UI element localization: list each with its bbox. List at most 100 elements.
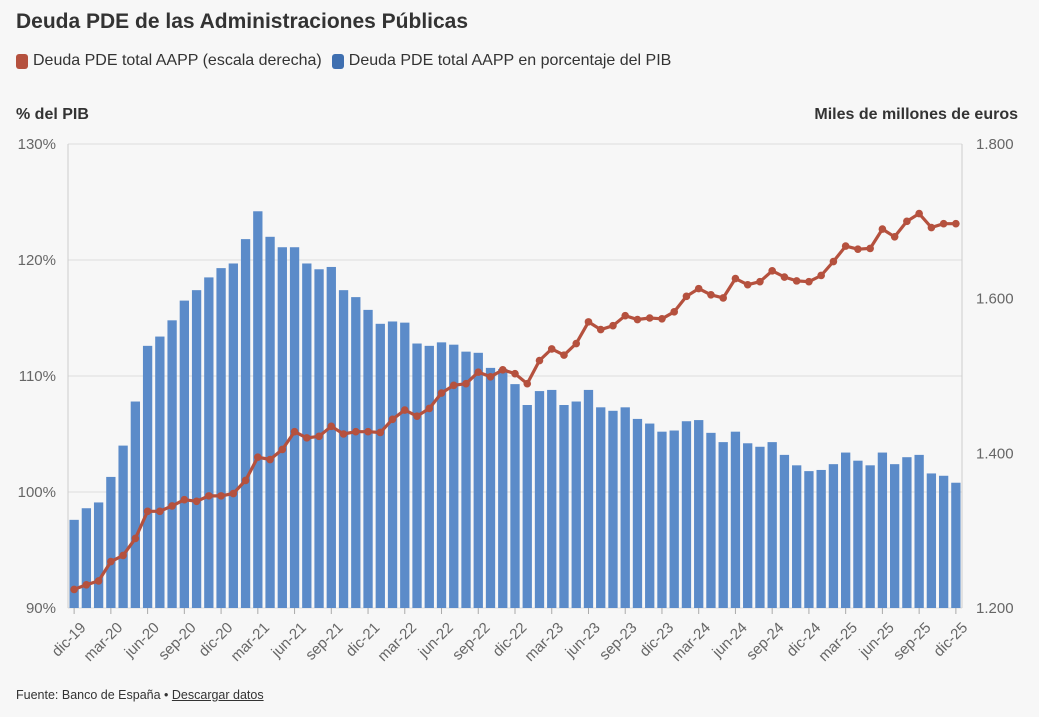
bar [926,473,937,608]
line-point [572,339,581,348]
x-tick-label: mar-23 [521,619,567,665]
bar [461,351,471,608]
y-right-tick-label: 1.800 [976,136,1014,153]
bar [338,290,349,608]
line-point [670,308,679,316]
line-point [131,534,140,543]
line-point [841,242,850,250]
line-point [303,434,311,442]
line-point [927,223,936,232]
bar [767,442,777,608]
line-point [180,495,189,504]
x-tick-label: mar-25 [815,619,861,665]
line-point [107,557,115,566]
bar [877,452,888,608]
line-point [437,389,446,397]
line-point [205,492,213,500]
x-tick-label: sep-21 [302,619,346,663]
x-tick-label: sep-24 [743,619,787,663]
line-point [254,453,262,462]
line-point [633,315,642,324]
x-tick-label: mar-24 [668,619,714,665]
x-tick-label: jun-21 [268,619,310,661]
bar [632,418,643,608]
line-point [866,244,874,253]
line-point [805,277,813,286]
line-point [462,379,470,388]
bar [657,431,667,608]
line-point [609,321,617,330]
line-point [511,369,519,378]
bar [608,410,618,608]
line-point [70,585,78,594]
line-point [388,415,397,424]
bar [853,460,863,608]
chart-title: Deuda PDE de las Administraciones Públic… [16,10,469,33]
legend-item-debt-total[interactable]: Deuda PDE total AAPP (escala derecha) [16,52,322,70]
bar [865,465,875,608]
bar [596,407,606,608]
bar [326,266,336,608]
line-point [327,422,336,431]
bar [216,268,226,608]
footer-source: Fuente: Banco de España • [16,688,169,702]
line-point [486,372,495,381]
line-point [523,379,532,388]
line-point [143,507,152,516]
bar [424,345,434,608]
bar [204,277,214,608]
x-tick-label: mar-22 [374,619,420,665]
line-point [339,430,348,438]
bar [387,321,398,608]
legend: Deuda PDE total AAPP (escala derecha) De… [16,52,681,70]
line-point [94,577,103,585]
y-left-tick-label: 120% [18,252,56,269]
bar [289,247,300,609]
line-point [878,225,887,233]
legend-swatch-bar [331,53,344,69]
bar [265,236,275,609]
bar [718,442,728,608]
bar [167,320,177,608]
bar [106,476,116,608]
line-point [854,245,862,253]
bar [816,469,826,608]
line-point [756,277,764,286]
x-tick-label: jun-22 [415,619,457,661]
legend-item-debt-gdp[interactable]: Deuda PDE total AAPP en porcentaje del P… [331,52,671,70]
download-data-link[interactable]: Descargar datos [171,688,264,702]
line-point [498,366,507,374]
line-point [596,325,605,334]
bar [828,464,839,608]
bar [179,300,189,608]
line-point [658,314,666,323]
bar [363,309,373,608]
line-point [645,314,654,322]
x-tick-label: sep-25 [890,619,934,663]
x-tick-label: jun-25 [855,619,897,661]
line-point [400,406,409,414]
bar [81,508,92,608]
line-point [229,489,238,498]
y-left-tick-label: 130% [18,136,56,153]
y-left-tick-label: 90% [26,600,56,617]
line-point [413,412,421,421]
bar [142,345,153,608]
bar [669,430,679,608]
bar [412,343,422,608]
bar [645,423,655,608]
bar [400,322,410,608]
bar [938,475,949,608]
bar [841,452,851,608]
line-point [719,294,727,302]
bar [436,342,447,608]
line-point [449,381,458,390]
x-tick-label: jun-20 [121,619,163,661]
bar [522,405,532,608]
right-axis-title: Miles de millones de euros [814,106,1018,123]
bar [559,405,569,608]
line-point [682,292,691,301]
bar [792,465,802,608]
line-point [915,209,923,218]
